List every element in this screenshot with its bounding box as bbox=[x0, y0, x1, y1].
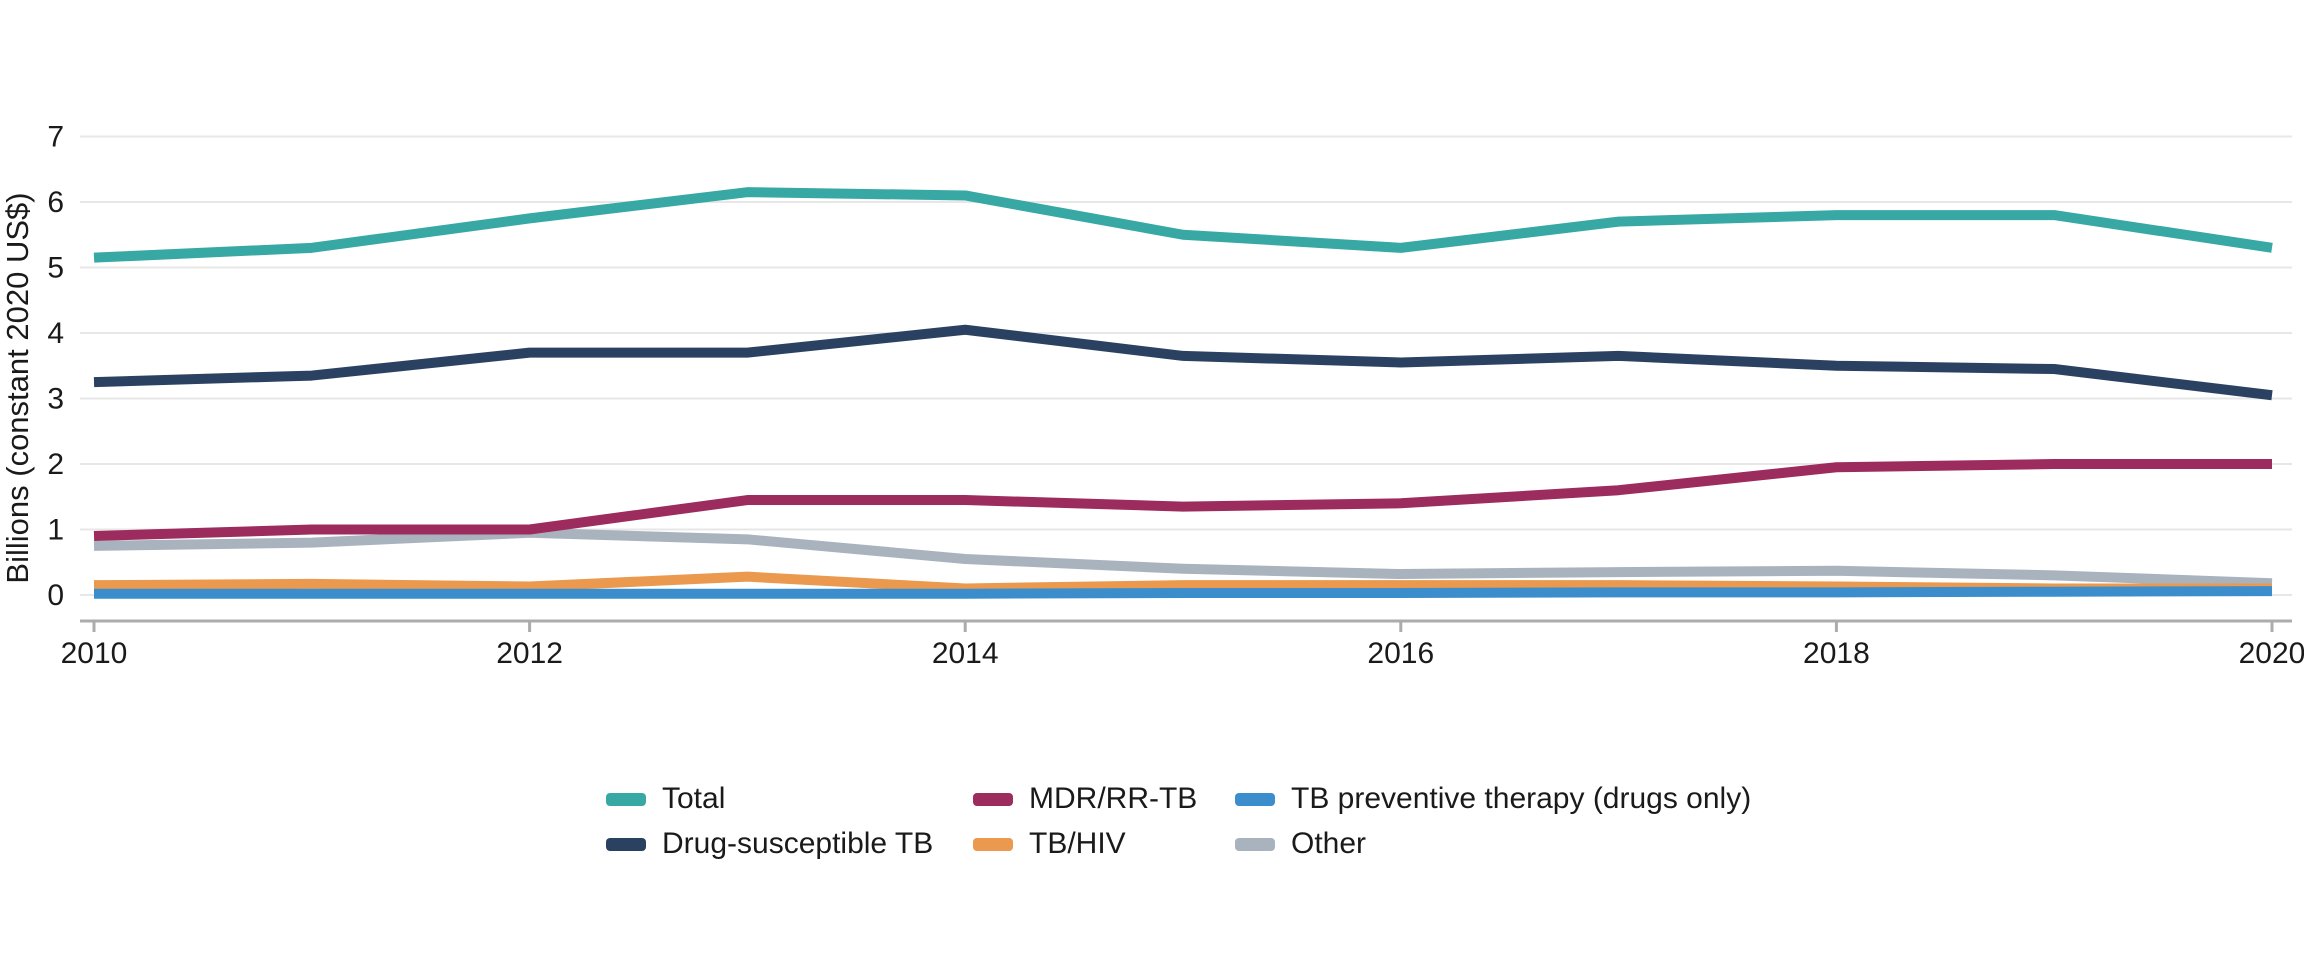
y-axis-title: Billions (constant 2020 US$) bbox=[0, 192, 35, 583]
series-line-other bbox=[93, 527, 2273, 589]
y-tick-label: 2 bbox=[47, 448, 64, 481]
x-tick-label: 2012 bbox=[496, 637, 563, 670]
y-tick-label: 1 bbox=[47, 514, 64, 547]
line-chart: 0 1 2 3 4 5 6 7 2010 2012 2014 2016 2018 2020 Billions… bbox=[0, 121, 2304, 671]
legend-swatch-other bbox=[1235, 837, 1275, 851]
series-line-drug-susceptible-tb bbox=[93, 324, 2273, 401]
legend-label: Total bbox=[662, 782, 726, 815]
legend-label: Drug-susceptible TB bbox=[662, 827, 934, 860]
legend-label: TB/HIV bbox=[1029, 827, 1126, 860]
y-tick-label: 6 bbox=[47, 186, 64, 219]
legend-label: Other bbox=[1291, 827, 1367, 860]
series-line-tb-hiv bbox=[93, 571, 2272, 594]
legend-label: TB preventive therapy (drugs only) bbox=[1291, 782, 1752, 815]
legend-item-tb-hiv: TB/HIV bbox=[973, 827, 1235, 861]
y-tick-label: 7 bbox=[47, 121, 64, 154]
legend-item-tb-preventive-therapy: TB preventive therapy (drugs only) bbox=[1235, 782, 1786, 816]
legend-swatch-tb-hiv bbox=[973, 837, 1013, 851]
legend-item-total: Total bbox=[606, 782, 973, 816]
legend-swatch-total bbox=[606, 792, 646, 806]
legend-item-mdr-rr-tb: MDR/RR-TB bbox=[973, 782, 1235, 816]
legend-swatch-drug-susceptible-tb bbox=[606, 837, 646, 851]
series-line-total bbox=[93, 187, 2273, 263]
x-tick-label: 2018 bbox=[1803, 637, 1870, 670]
series-line-mdr-rr-tb bbox=[93, 459, 2272, 542]
legend-swatch-mdr-rr-tb bbox=[973, 792, 1013, 806]
legend-item-drug-susceptible-tb: Drug-susceptible TB bbox=[606, 827, 973, 861]
x-tick-label: 2020 bbox=[2239, 637, 2304, 670]
series-line-tb-preventive-therapy-drugs-only- bbox=[94, 586, 2273, 599]
legend-label: MDR/RR-TB bbox=[1029, 782, 1198, 815]
x-tick-label: 2014 bbox=[932, 637, 999, 670]
y-tick-label: 3 bbox=[47, 383, 64, 416]
legend-item-other: Other bbox=[1235, 827, 1786, 861]
y-tick-label: 0 bbox=[47, 579, 64, 612]
y-tick-label: 4 bbox=[47, 317, 64, 350]
legend-swatch-tb-preventive-therapy bbox=[1235, 792, 1275, 806]
x-tick-label: 2010 bbox=[61, 637, 128, 670]
chart-legend: Total MDR/RR-TB TB preventive therapy (d… bbox=[606, 782, 1786, 861]
y-tick-label: 5 bbox=[47, 252, 64, 285]
x-tick-label: 2016 bbox=[1367, 637, 1434, 670]
